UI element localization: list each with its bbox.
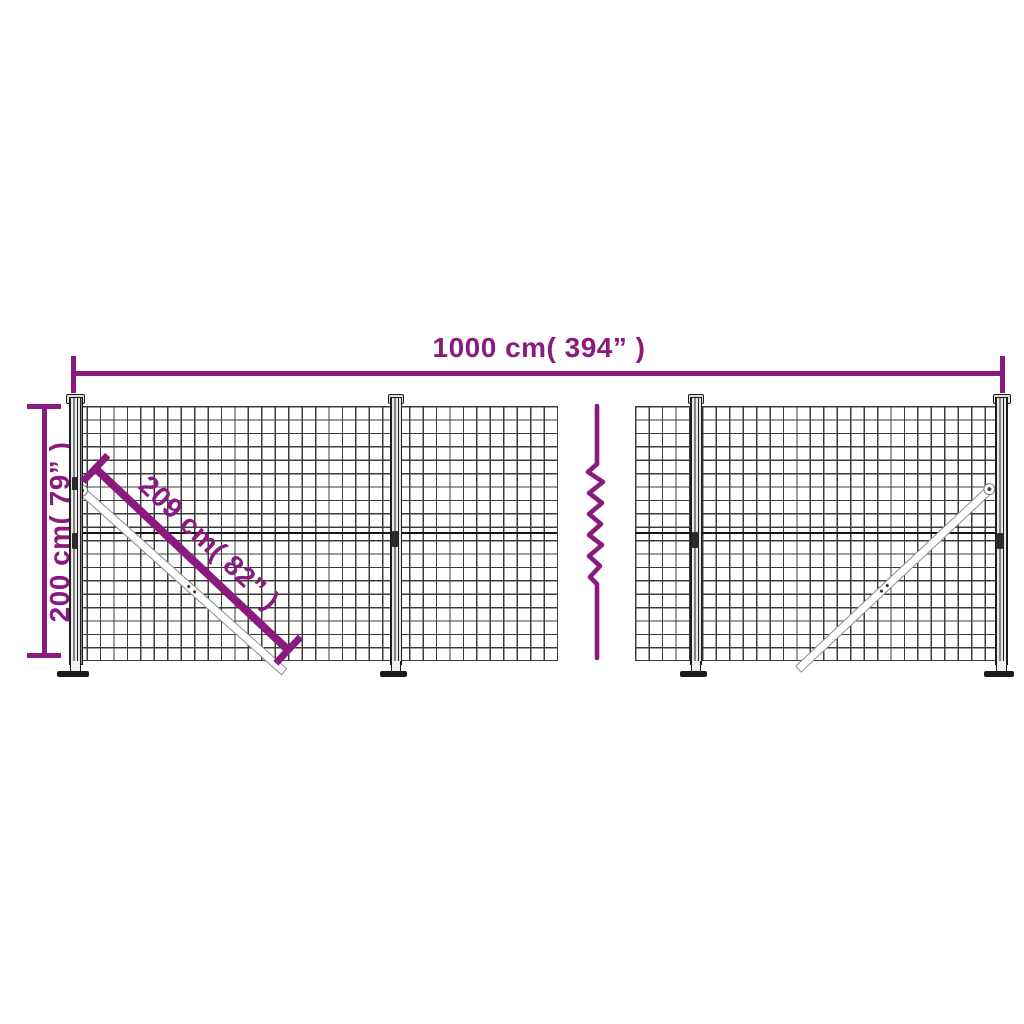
post-clip <box>72 533 78 549</box>
width-dimension-label: 1000 cm( 394” ) <box>432 332 646 363</box>
post-clip <box>72 477 78 490</box>
post-foot-stem <box>996 661 1007 672</box>
post-foot-plate <box>984 671 1014 677</box>
post-foot-plate <box>57 671 89 677</box>
mesh-heavy-middle-wire <box>635 532 1005 535</box>
post-foot-plate <box>680 671 707 677</box>
height-dimension-line <box>42 406 47 658</box>
post-foot-stem <box>70 661 81 672</box>
post-clip <box>692 532 698 548</box>
post-clip <box>997 533 1003 549</box>
width-dimension-line <box>73 371 1005 376</box>
post-foot-stem <box>691 661 701 672</box>
post-clip <box>392 531 398 547</box>
width-dimension-tick-right <box>1000 356 1005 393</box>
post-foot-stem <box>391 661 401 672</box>
fence-mesh-left-section <box>73 406 558 661</box>
mesh-heavy-middle-wire <box>73 532 557 535</box>
height-dimension-tick-top <box>27 404 61 409</box>
height-dimension-tick-bottom <box>27 653 61 658</box>
width-dimension-tick-left <box>71 356 76 393</box>
post-foot-plate <box>380 671 407 677</box>
